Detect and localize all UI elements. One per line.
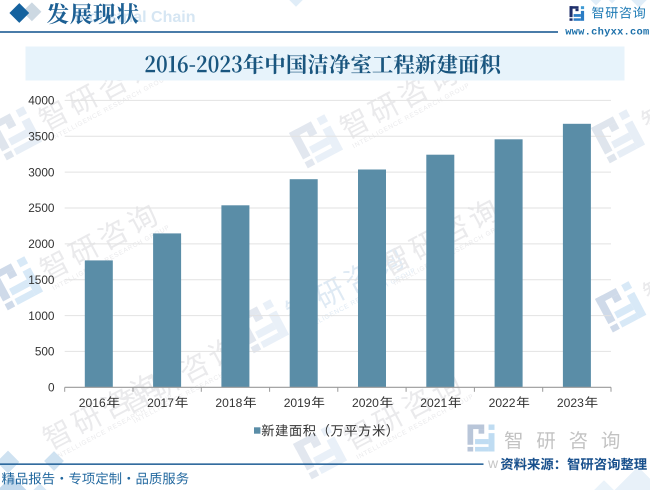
svg-text:1500: 1500 [28, 273, 55, 287]
svg-text:2016: 2016 [79, 396, 106, 410]
svg-text:2022: 2022 [489, 396, 516, 410]
svg-text:2023: 2023 [557, 396, 584, 410]
svg-text:1000: 1000 [28, 309, 55, 323]
svg-text:2020: 2020 [352, 396, 379, 410]
svg-text:2018: 2018 [215, 396, 242, 410]
svg-text:2019: 2019 [284, 396, 311, 410]
svg-text:4000: 4000 [28, 94, 55, 108]
svg-text:3000: 3000 [28, 165, 55, 179]
svg-text:Industrial Chain: Industrial Chain [75, 9, 196, 26]
svg-text:2017: 2017 [147, 396, 174, 410]
svg-text:0: 0 [48, 381, 55, 395]
svg-text:500: 500 [35, 345, 55, 359]
svg-text:2021: 2021 [420, 396, 447, 410]
svg-text:2500: 2500 [28, 201, 55, 215]
svg-text:2000: 2000 [28, 237, 55, 251]
svg-text:www.chyxx.com: www.chyxx.com [565, 27, 649, 39]
svg-text:3500: 3500 [28, 130, 55, 144]
